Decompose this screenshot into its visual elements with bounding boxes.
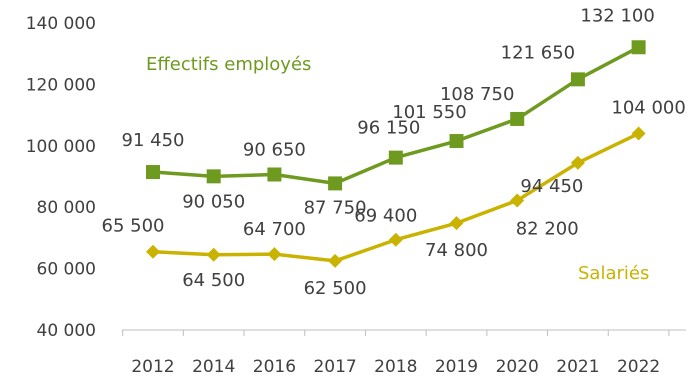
y-tick-label: 60 000 xyxy=(37,260,96,280)
data-label: 104 000 xyxy=(611,98,685,119)
y-tick-label: 100 000 xyxy=(26,137,96,157)
data-point-marker xyxy=(206,169,221,184)
data-point-marker xyxy=(449,134,464,149)
data-point-marker xyxy=(267,247,282,262)
x-tick-label: 2014 xyxy=(192,357,235,376)
series-label-salaries: Salariés xyxy=(578,263,649,284)
data-point-marker xyxy=(328,176,343,191)
data-label: 62 500 xyxy=(304,278,367,299)
data-label: 64 500 xyxy=(182,270,245,291)
y-tick-label: 140 000 xyxy=(26,14,96,34)
data-label: 74 800 xyxy=(425,240,488,261)
data-point-marker xyxy=(146,244,160,259)
data-label: 96 150 xyxy=(357,118,420,139)
data-label: 69 400 xyxy=(354,206,417,227)
x-tick-label: 2017 xyxy=(313,357,356,376)
x-tick-label: 2021 xyxy=(556,357,599,376)
data-label: 121 650 xyxy=(501,42,575,63)
data-label: 87 750 xyxy=(304,197,367,218)
data-point-marker xyxy=(510,193,525,208)
data-point-marker xyxy=(267,167,282,182)
data-label: 108 750 xyxy=(440,84,514,105)
data-point-marker xyxy=(510,111,525,126)
x-tick-label: 2022 xyxy=(617,357,660,376)
y-tick-label: 40 000 xyxy=(37,321,96,341)
x-axis-tick-labels: 2012 2014 2016 2017 2018 2019 2020 2021 2022 xyxy=(131,357,660,376)
y-tick-label: 120 000 xyxy=(26,75,96,95)
series-group xyxy=(146,40,646,268)
x-tick-label: 2018 xyxy=(374,357,417,376)
data-point-marker xyxy=(570,72,585,87)
data-label: 91 450 xyxy=(122,130,185,151)
data-label: 94 450 xyxy=(520,176,583,197)
data-point-marker xyxy=(388,232,403,247)
data-point-marker xyxy=(146,165,160,180)
data-label: 90 650 xyxy=(243,140,306,161)
data-point-marker xyxy=(631,40,646,55)
data-label: 132 100 xyxy=(580,5,654,26)
data-label: 64 700 xyxy=(243,219,306,240)
data-point-marker xyxy=(631,126,646,141)
series-label-effectifs: Effectifs employés xyxy=(146,54,311,75)
x-tick-label: 2019 xyxy=(435,357,478,376)
data-point-marker xyxy=(328,253,343,268)
x-tick-label: 2012 xyxy=(131,357,174,376)
y-tick-label: 80 000 xyxy=(37,198,96,218)
data-point-marker xyxy=(206,247,221,262)
x-tick-label: 2020 xyxy=(496,357,539,376)
y-axis-tick-labels: 40 000 60 000 80 000 100 000 120 000 140 000 xyxy=(26,14,96,341)
x-axis-ticks xyxy=(122,330,670,336)
x-tick-label: 2016 xyxy=(253,357,296,376)
data-point-marker xyxy=(570,155,585,170)
data-label: 90 050 xyxy=(182,191,245,212)
data-point-marker xyxy=(388,150,403,165)
data-point-marker xyxy=(449,216,464,231)
data-label: 82 200 xyxy=(516,218,579,239)
data-label: 65 500 xyxy=(102,216,165,237)
data-label: 101 550 xyxy=(392,102,466,123)
